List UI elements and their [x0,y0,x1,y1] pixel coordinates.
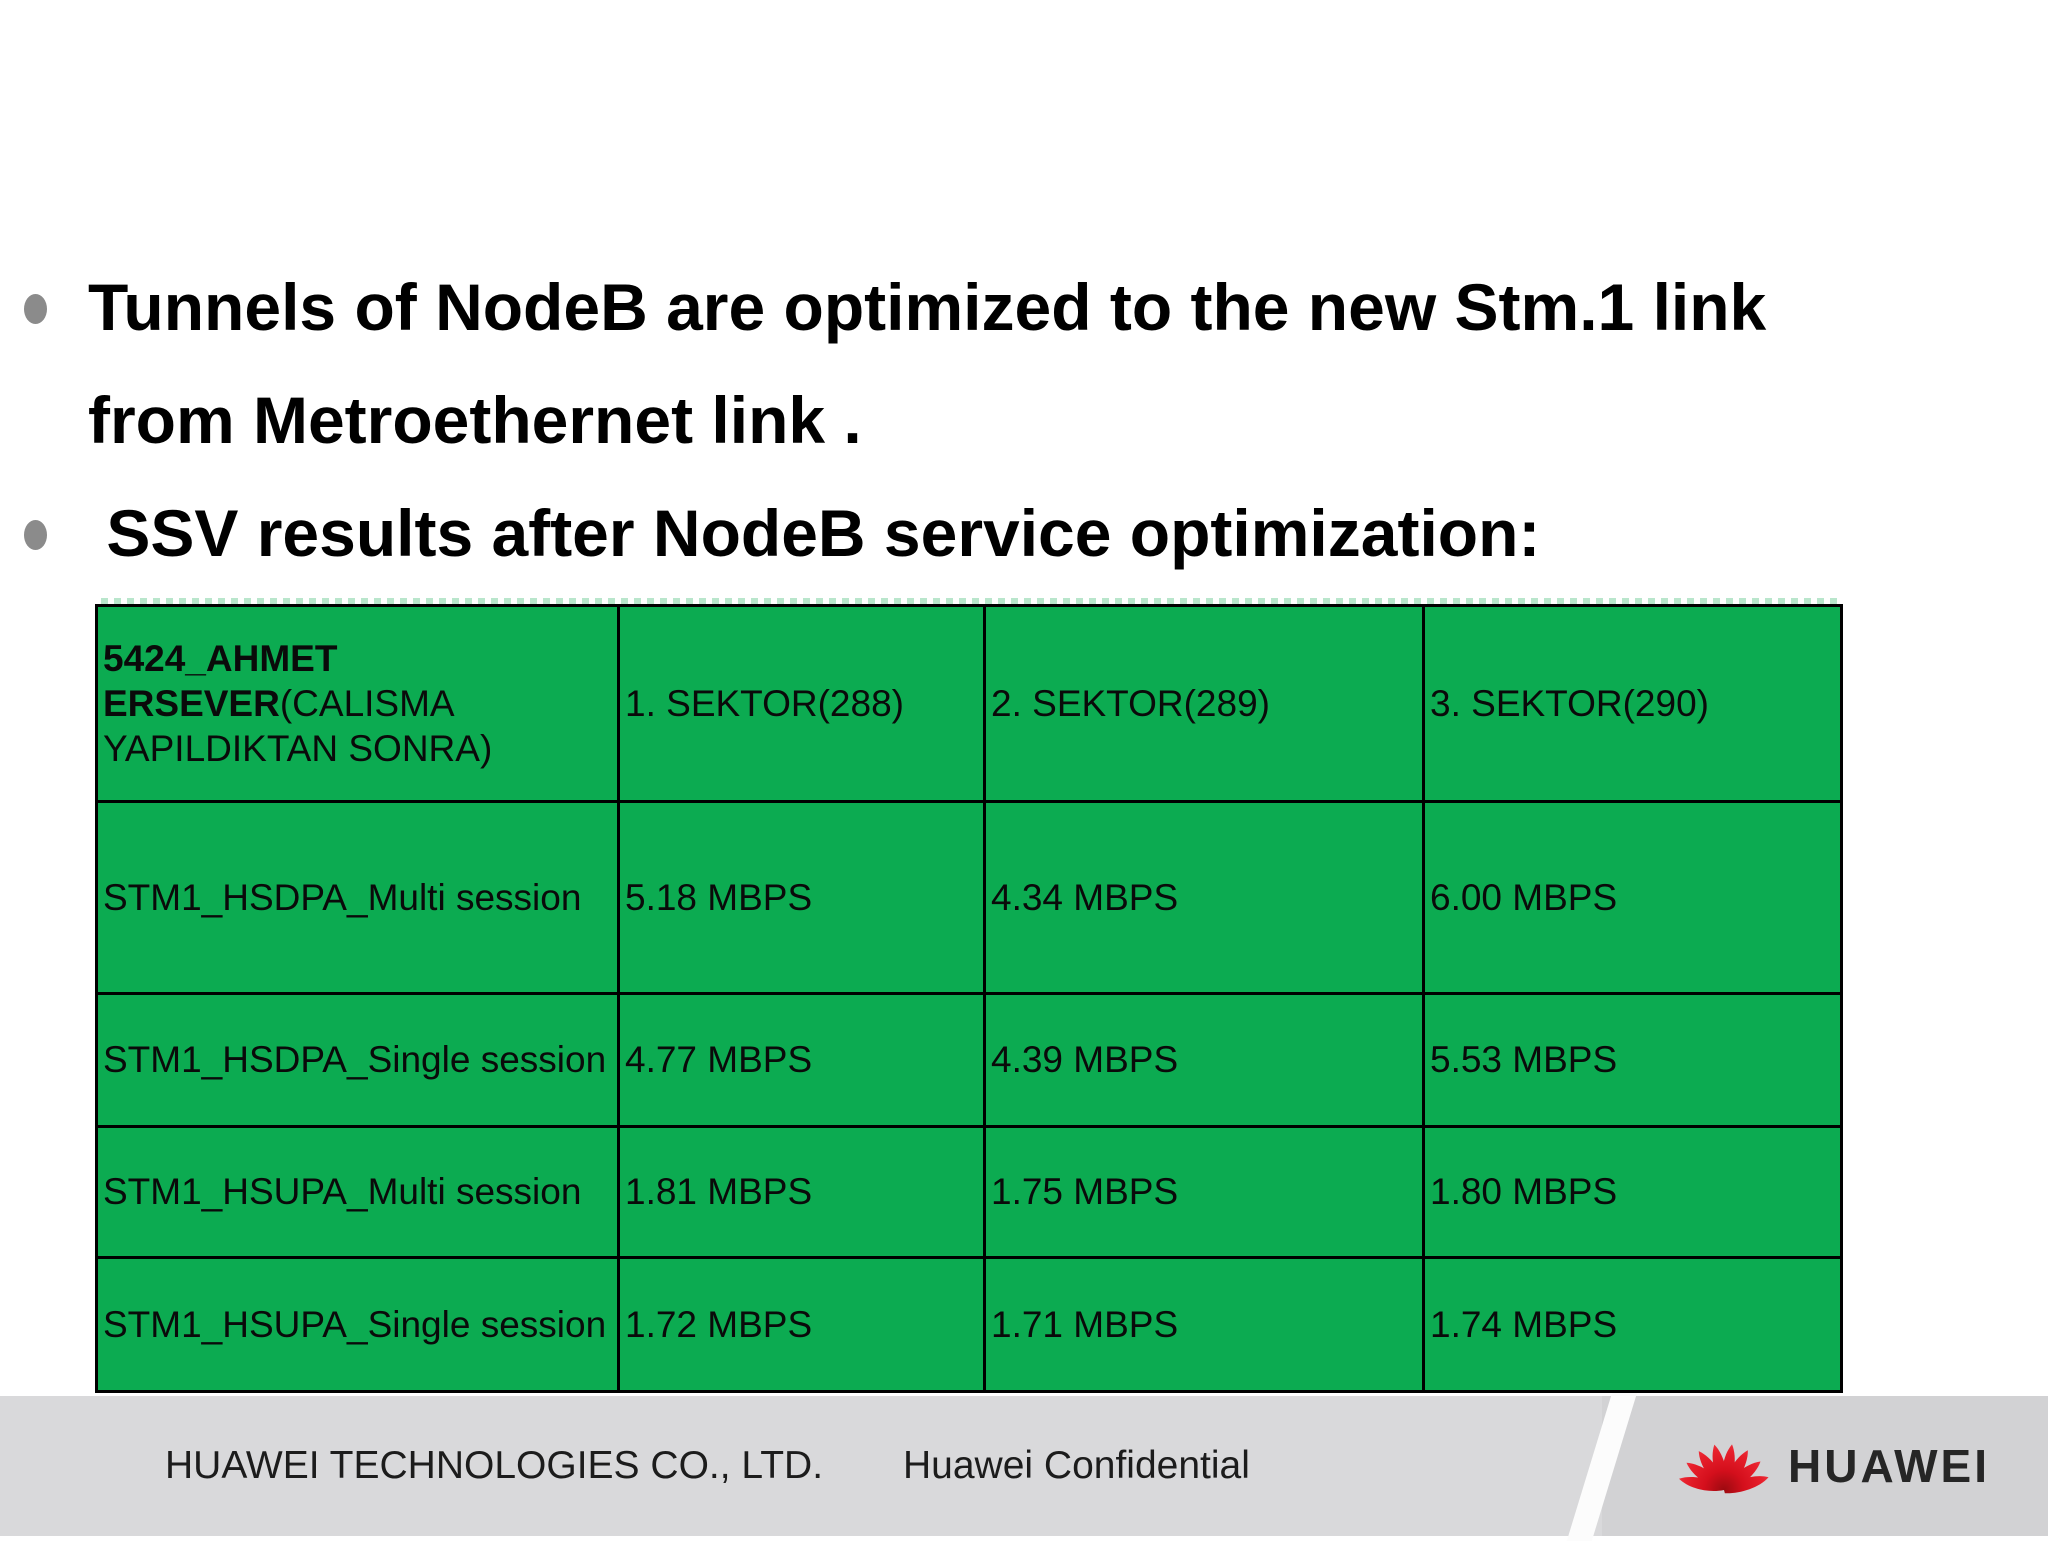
data-cell: 1.74 MBPS [1422,1256,1843,1393]
bullet-item-ssv: SSV results after NodeB service optimiza… [24,477,1918,590]
header-cell-sector1: 1. SEKTOR(288) [617,604,986,803]
header-cell-sector3: 3. SEKTOR(290) [1422,604,1843,803]
footer-confidential: Huawei Confidential [903,1444,1250,1487]
huawei-flower-icon [1679,1444,1769,1494]
row-label: STM1_HSUPA_Single session [95,1256,620,1393]
site-name-note: (CALISMA YAPILDIKTAN SONRA) [103,682,493,770]
results-table: 5424_AHMET ERSEVER(CALISMA YAPILDIKTAN S… [95,604,1843,1393]
footer-company: HUAWEI TECHNOLOGIES CO., LTD. [165,1444,824,1487]
table-row: STM1_HSDPA_Multi session 5.18 MBPS 4.34 … [95,800,1843,995]
table-header-row: 5424_AHMET ERSEVER(CALISMA YAPILDIKTAN S… [95,604,1843,803]
row-label: STM1_HSDPA_Single session [95,992,620,1128]
bullet-text-line: Tunnels of NodeB are optimized to the ne… [88,270,1767,344]
huawei-logo: HUAWEI [1676,1396,1990,1536]
data-cell: 4.34 MBPS [983,800,1425,995]
row-label: STM1_HSUPA_Multi session [95,1125,620,1259]
data-cell: 5.53 MBPS [1422,992,1843,1128]
huawei-wordmark: HUAWEI [1788,1440,1990,1492]
data-cell: 1.80 MBPS [1422,1125,1843,1259]
header-cell-site: 5424_AHMET ERSEVER(CALISMA YAPILDIKTAN S… [95,604,620,803]
data-cell: 4.39 MBPS [983,992,1425,1128]
data-cell: 1.72 MBPS [617,1256,986,1393]
bullet-text-line: SSV results after NodeB service optimiza… [88,496,1541,570]
data-cell: 1.81 MBPS [617,1125,986,1259]
table-row: STM1_HSUPA_Single session 1.72 MBPS 1.71… [95,1256,1843,1393]
bullet-text-line: from Metroethernet link . [88,383,862,457]
footer-bar: HUAWEI TECHNOLOGIES CO., LTD. Huawei Con… [0,1393,2048,1541]
table-top-dashed-edge [95,598,1840,605]
table-row: STM1_HSDPA_Single session 4.77 MBPS 4.39… [95,992,1843,1128]
data-cell: 1.75 MBPS [983,1125,1425,1259]
data-cell: 6.00 MBPS [1422,800,1843,995]
bullet-list: Tunnels of NodeB are optimized to the ne… [24,251,1918,590]
data-cell: 5.18 MBPS [617,800,986,995]
data-cell: 4.77 MBPS [617,992,986,1128]
data-cell: 1.71 MBPS [983,1256,1425,1393]
footer-logo-panel [1602,1396,2048,1536]
row-label: STM1_HSDPA_Multi session [95,800,620,995]
bullet-item-tunnels: Tunnels of NodeB are optimized to the ne… [24,251,1918,477]
site-name-bold: 5424_AHMET ERSEVER [103,637,338,724]
header-cell-sector2: 2. SEKTOR(289) [983,604,1425,803]
table-row: STM1_HSUPA_Multi session 1.81 MBPS 1.75 … [95,1125,1843,1259]
